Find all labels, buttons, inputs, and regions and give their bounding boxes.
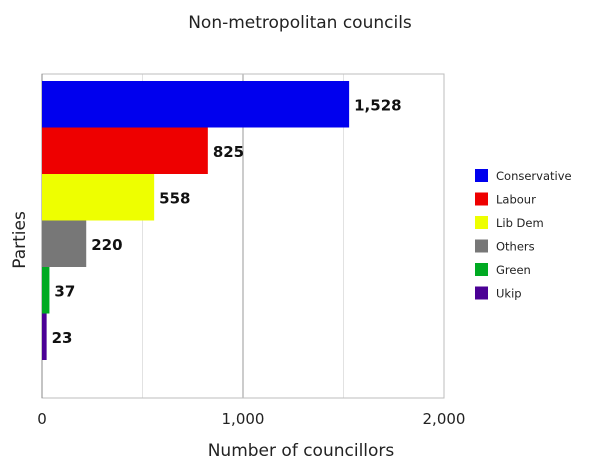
value-label-others: 220 <box>91 236 122 254</box>
legend-swatch-conservative <box>475 169 488 182</box>
legend-swatch-others <box>475 239 488 253</box>
bar-lib-dem <box>42 174 155 221</box>
value-label-lib-dem: 558 <box>159 189 190 207</box>
bar-labour <box>42 127 208 174</box>
chart-title: Non-metropolitan councils <box>188 13 412 33</box>
bar-green <box>42 267 50 314</box>
value-labels-group: 1,528 825 558 220 37 23 <box>52 96 402 347</box>
value-label-labour: 825 <box>213 143 244 161</box>
legend-swatch-green <box>475 263 488 276</box>
bars-group <box>42 81 350 360</box>
y-axis-title: Parties <box>10 211 30 269</box>
legend: Conservative Labour Lib Dem Others Green Ukip <box>475 169 572 301</box>
bar-ukip <box>42 313 47 360</box>
legend-label-lib-dem: Lib Dem <box>496 216 544 230</box>
x-tick-label: 1,000 <box>222 410 265 428</box>
x-tick-label: 2,000 <box>423 410 466 428</box>
x-axis-title: Number of councillors <box>208 441 395 461</box>
legend-label-labour: Labour <box>496 193 536 207</box>
x-tick-label: 0 <box>37 410 47 428</box>
legend-swatch-lib-dem <box>475 216 488 229</box>
bar-conservative <box>42 81 350 128</box>
value-label-conservative: 1,528 <box>354 96 401 114</box>
legend-label-green: Green <box>496 263 531 277</box>
legend-label-conservative: Conservative <box>496 169 572 183</box>
value-label-ukip: 23 <box>52 329 73 347</box>
legend-label-ukip: Ukip <box>496 287 522 301</box>
bar-others <box>42 220 87 267</box>
legend-swatch-ukip <box>475 286 488 300</box>
x-tick-labels: 0 1,000 2,000 <box>37 410 465 428</box>
value-label-green: 37 <box>54 282 75 300</box>
legend-swatch-labour <box>475 192 488 206</box>
legend-label-others: Others <box>496 240 535 254</box>
